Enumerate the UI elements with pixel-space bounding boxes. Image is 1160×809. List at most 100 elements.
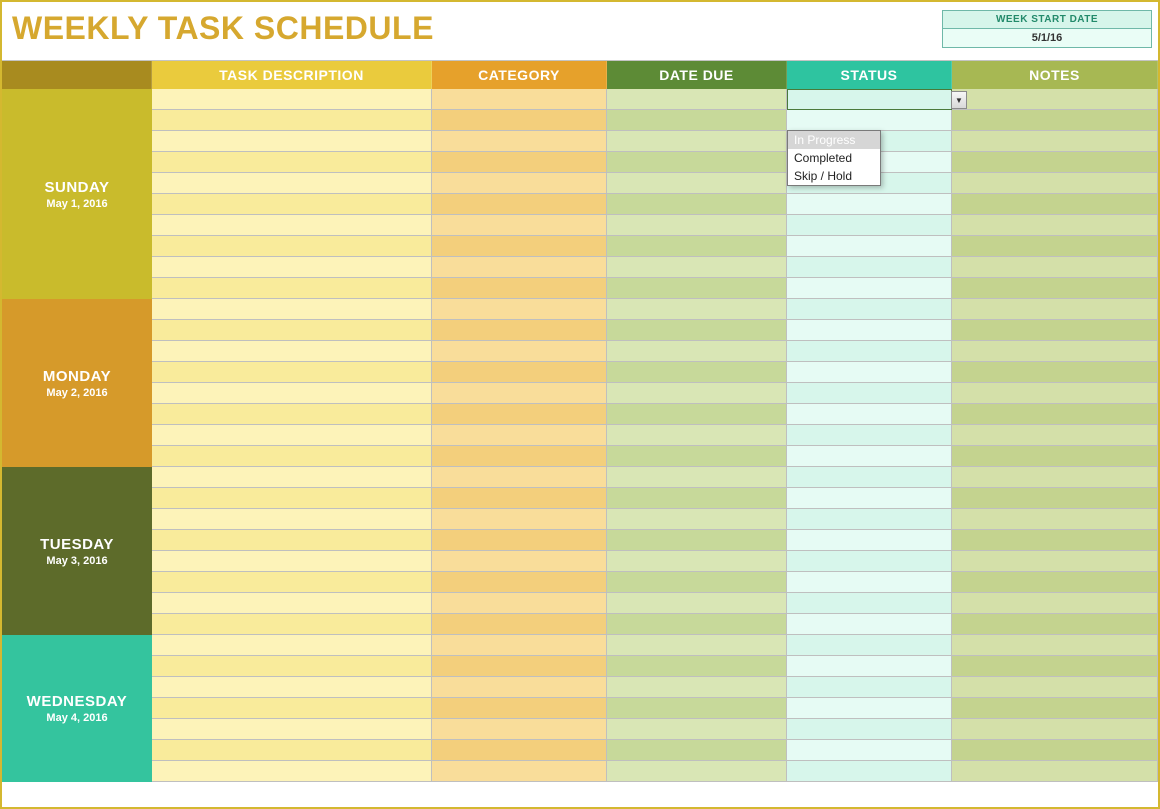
task-cell[interactable] <box>152 761 432 782</box>
task-cell[interactable] <box>152 551 432 572</box>
notes-cell[interactable] <box>952 698 1158 719</box>
task-cell[interactable] <box>152 467 432 488</box>
category-cell[interactable] <box>432 173 607 194</box>
status-cell[interactable] <box>787 635 952 656</box>
category-cell[interactable] <box>432 635 607 656</box>
status-option-in-progress[interactable]: In Progress <box>788 131 880 149</box>
category-cell[interactable] <box>432 362 607 383</box>
notes-cell[interactable] <box>952 131 1158 152</box>
notes-cell[interactable] <box>952 572 1158 593</box>
task-cell[interactable] <box>152 215 432 236</box>
notes-cell[interactable] <box>952 509 1158 530</box>
status-cell[interactable] <box>787 572 952 593</box>
notes-cell[interactable] <box>952 719 1158 740</box>
status-cell[interactable] <box>787 194 952 215</box>
notes-cell[interactable] <box>952 257 1158 278</box>
notes-cell[interactable] <box>952 530 1158 551</box>
notes-cell[interactable] <box>952 740 1158 761</box>
notes-cell[interactable] <box>952 677 1158 698</box>
notes-cell[interactable] <box>952 236 1158 257</box>
datedue-cell[interactable] <box>607 89 787 110</box>
task-cell[interactable] <box>152 614 432 635</box>
category-cell[interactable] <box>432 509 607 530</box>
status-option-skip-hold[interactable]: Skip / Hold <box>788 167 880 185</box>
notes-cell[interactable] <box>952 362 1158 383</box>
status-cell[interactable] <box>787 341 952 362</box>
category-cell[interactable] <box>432 404 607 425</box>
datedue-cell[interactable] <box>607 698 787 719</box>
datedue-cell[interactable] <box>607 215 787 236</box>
task-cell[interactable] <box>152 509 432 530</box>
week-start-value[interactable]: 5/1/16 <box>943 29 1151 47</box>
task-cell[interactable] <box>152 719 432 740</box>
notes-cell[interactable] <box>952 467 1158 488</box>
datedue-cell[interactable] <box>607 656 787 677</box>
datedue-cell[interactable] <box>607 593 787 614</box>
status-cell[interactable] <box>787 467 952 488</box>
task-cell[interactable] <box>152 635 432 656</box>
datedue-cell[interactable] <box>607 719 787 740</box>
notes-cell[interactable] <box>952 656 1158 677</box>
datedue-cell[interactable] <box>607 236 787 257</box>
status-cell[interactable] <box>787 719 952 740</box>
notes-cell[interactable] <box>952 635 1158 656</box>
task-cell[interactable] <box>152 383 432 404</box>
category-cell[interactable] <box>432 740 607 761</box>
datedue-cell[interactable] <box>607 530 787 551</box>
datedue-cell[interactable] <box>607 362 787 383</box>
notes-cell[interactable] <box>952 551 1158 572</box>
notes-cell[interactable] <box>952 425 1158 446</box>
category-cell[interactable] <box>432 488 607 509</box>
status-cell[interactable] <box>787 257 952 278</box>
category-cell[interactable] <box>432 341 607 362</box>
status-dropdown-list[interactable]: In ProgressCompletedSkip / Hold <box>787 130 881 186</box>
category-cell[interactable] <box>432 572 607 593</box>
datedue-cell[interactable] <box>607 740 787 761</box>
datedue-cell[interactable] <box>607 677 787 698</box>
status-cell[interactable] <box>787 215 952 236</box>
category-cell[interactable] <box>432 110 607 131</box>
notes-cell[interactable] <box>952 383 1158 404</box>
notes-cell[interactable] <box>952 194 1158 215</box>
notes-cell[interactable] <box>952 89 1158 110</box>
category-cell[interactable] <box>432 530 607 551</box>
category-cell[interactable] <box>432 152 607 173</box>
status-cell[interactable] <box>787 446 952 467</box>
task-cell[interactable] <box>152 656 432 677</box>
datedue-cell[interactable] <box>607 551 787 572</box>
task-cell[interactable] <box>152 740 432 761</box>
category-cell[interactable] <box>432 236 607 257</box>
datedue-cell[interactable] <box>607 572 787 593</box>
task-cell[interactable] <box>152 698 432 719</box>
task-cell[interactable] <box>152 404 432 425</box>
datedue-cell[interactable] <box>607 383 787 404</box>
status-cell-active[interactable]: ▼ <box>787 89 952 110</box>
datedue-cell[interactable] <box>607 299 787 320</box>
category-cell[interactable] <box>432 467 607 488</box>
datedue-cell[interactable] <box>607 467 787 488</box>
datedue-cell[interactable] <box>607 635 787 656</box>
task-cell[interactable] <box>152 152 432 173</box>
notes-cell[interactable] <box>952 404 1158 425</box>
status-cell[interactable] <box>787 761 952 782</box>
status-cell[interactable] <box>787 509 952 530</box>
notes-cell[interactable] <box>952 110 1158 131</box>
status-cell[interactable] <box>787 320 952 341</box>
status-cell[interactable] <box>787 530 952 551</box>
task-cell[interactable] <box>152 194 432 215</box>
category-cell[interactable] <box>432 194 607 215</box>
status-cell[interactable] <box>787 278 952 299</box>
task-cell[interactable] <box>152 593 432 614</box>
task-cell[interactable] <box>152 236 432 257</box>
notes-cell[interactable] <box>952 614 1158 635</box>
datedue-cell[interactable] <box>607 341 787 362</box>
notes-cell[interactable] <box>952 761 1158 782</box>
category-cell[interactable] <box>432 446 607 467</box>
category-cell[interactable] <box>432 425 607 446</box>
task-cell[interactable] <box>152 341 432 362</box>
task-cell[interactable] <box>152 299 432 320</box>
notes-cell[interactable] <box>952 173 1158 194</box>
status-option-completed[interactable]: Completed <box>788 149 880 167</box>
task-cell[interactable] <box>152 446 432 467</box>
datedue-cell[interactable] <box>607 257 787 278</box>
